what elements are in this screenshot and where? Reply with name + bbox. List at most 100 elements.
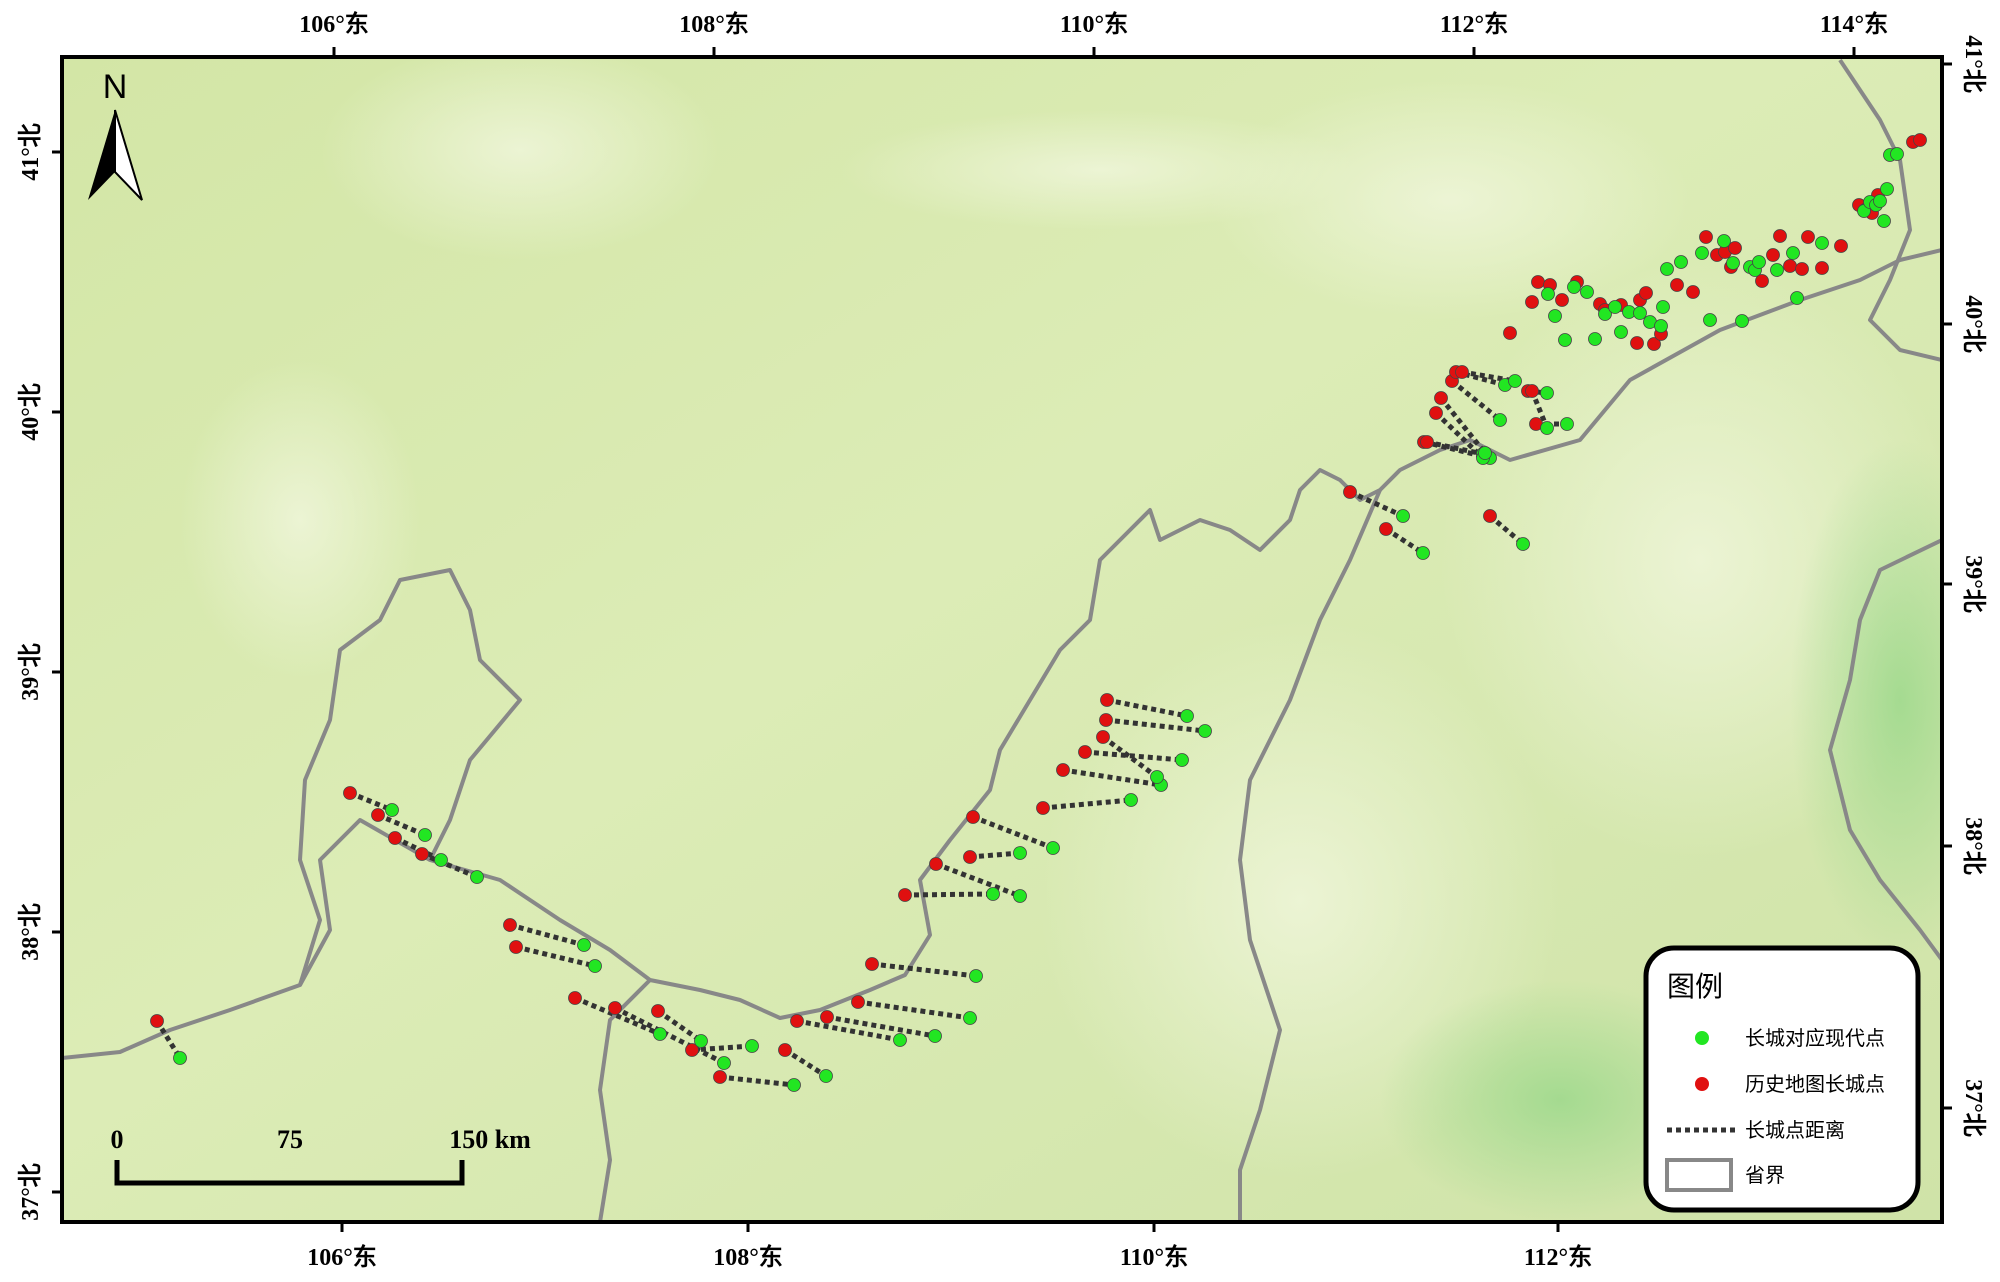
historical-point [1773, 229, 1787, 243]
historical-point [651, 1004, 665, 1018]
historical-point [966, 810, 980, 824]
right-tick-label: 40°北 [1960, 295, 1987, 353]
historical-point [713, 1070, 727, 1084]
distance-line [1384, 526, 1425, 556]
historical-point [685, 1043, 699, 1057]
modern-point [1580, 285, 1594, 299]
modern-point [1608, 300, 1622, 314]
historical-point [415, 847, 429, 861]
map-frame [60, 55, 1944, 1224]
historical-point [1647, 337, 1661, 351]
modern-point [717, 1056, 731, 1070]
top-tick-label: 106°东 [299, 10, 369, 38]
modern-point [653, 1027, 667, 1041]
historical-point [1078, 745, 1092, 759]
scale-label-150: 150 km [449, 1125, 531, 1154]
historical-point [343, 786, 357, 800]
historical-point [1699, 230, 1713, 244]
modern-point [1013, 846, 1027, 860]
left-tick-label: 37°北 [17, 1163, 44, 1221]
historical-point [1766, 248, 1780, 262]
modern-point [1124, 793, 1138, 807]
modern-point [1873, 194, 1887, 208]
modern-point [1175, 753, 1189, 767]
right-tick-label: 39°北 [1960, 555, 1987, 613]
modern-point [1726, 256, 1740, 270]
modern-point [1508, 374, 1522, 388]
bottom-tick-label: 112°东 [1524, 1243, 1592, 1271]
modern-point [1013, 889, 1027, 903]
left-tick-label: 38°北 [17, 903, 44, 961]
distance-line [1488, 514, 1525, 546]
modern-point [1633, 306, 1647, 320]
historical-point [1420, 435, 1434, 449]
historical-point [1434, 391, 1448, 405]
scale-label-75: 75 [277, 1125, 303, 1154]
modern-point [1598, 307, 1612, 321]
distance-line [904, 891, 994, 898]
modern-point [1770, 263, 1784, 277]
legend-green-dot [1695, 1031, 1709, 1045]
modern-point [1493, 413, 1507, 427]
historical-point [1795, 262, 1809, 276]
historical-point [898, 888, 912, 902]
distance-line [574, 995, 661, 1037]
historical-point [388, 831, 402, 845]
top-tick-label: 114°东 [1820, 10, 1888, 38]
modern-point [173, 1051, 187, 1065]
modern-point [418, 828, 432, 842]
modern-point [1548, 309, 1562, 323]
distance-line [1348, 489, 1405, 519]
historical-point [503, 918, 517, 932]
distance-line [1062, 767, 1162, 788]
distance-line [509, 922, 585, 948]
historical-point [1056, 763, 1070, 777]
north-label: N [103, 68, 128, 106]
modern-point [1660, 262, 1674, 276]
legend-title: 图例 [1667, 970, 1723, 1003]
modern-point [1416, 546, 1430, 560]
modern-points [173, 147, 1904, 1092]
historical-point [1555, 293, 1569, 307]
historical-point [1429, 406, 1443, 420]
right-tick-label: 41°北 [1960, 35, 1987, 93]
modern-point [787, 1078, 801, 1092]
historical-point [851, 995, 865, 1009]
historical-point [1728, 241, 1742, 255]
top-tick-label: 110°东 [1060, 10, 1128, 38]
modern-point [1560, 417, 1574, 431]
distance-line [1106, 697, 1188, 719]
modern-point [1180, 709, 1194, 723]
legend-item-label: 长城对应现代点 [1745, 1026, 1885, 1050]
modern-point [1198, 724, 1212, 738]
distance-line [691, 1043, 753, 1053]
bottom-tick-label: 110°东 [1120, 1243, 1188, 1271]
modern-point [986, 887, 1000, 901]
historical-point [1099, 713, 1113, 727]
historical-point [1343, 485, 1357, 499]
distance-line [719, 1074, 795, 1088]
historical-point [1686, 285, 1700, 299]
historical-point [608, 1001, 622, 1015]
province-boundary-ningxia [298, 568, 522, 986]
modern-point [694, 1034, 708, 1048]
historical-point [1379, 522, 1393, 536]
left-tick-label: 39°北 [17, 643, 44, 701]
distance-line [154, 1019, 183, 1060]
bottom-tick-label: 106°东 [307, 1243, 377, 1271]
modern-point [1558, 333, 1572, 347]
historical-point [1834, 239, 1848, 253]
province-boundary-east [1828, 538, 1942, 962]
modern-point [928, 1029, 942, 1043]
modern-point [1541, 287, 1555, 301]
historical-point [371, 808, 385, 822]
modern-point [969, 969, 983, 983]
distance-line [1439, 396, 1487, 455]
distance-line [421, 851, 478, 880]
modern-point [1674, 255, 1688, 269]
modern-point [1717, 234, 1731, 248]
distance-line [783, 1047, 828, 1079]
right-tick-label: 38°北 [1960, 817, 1987, 875]
distance-lines [154, 369, 1567, 1088]
